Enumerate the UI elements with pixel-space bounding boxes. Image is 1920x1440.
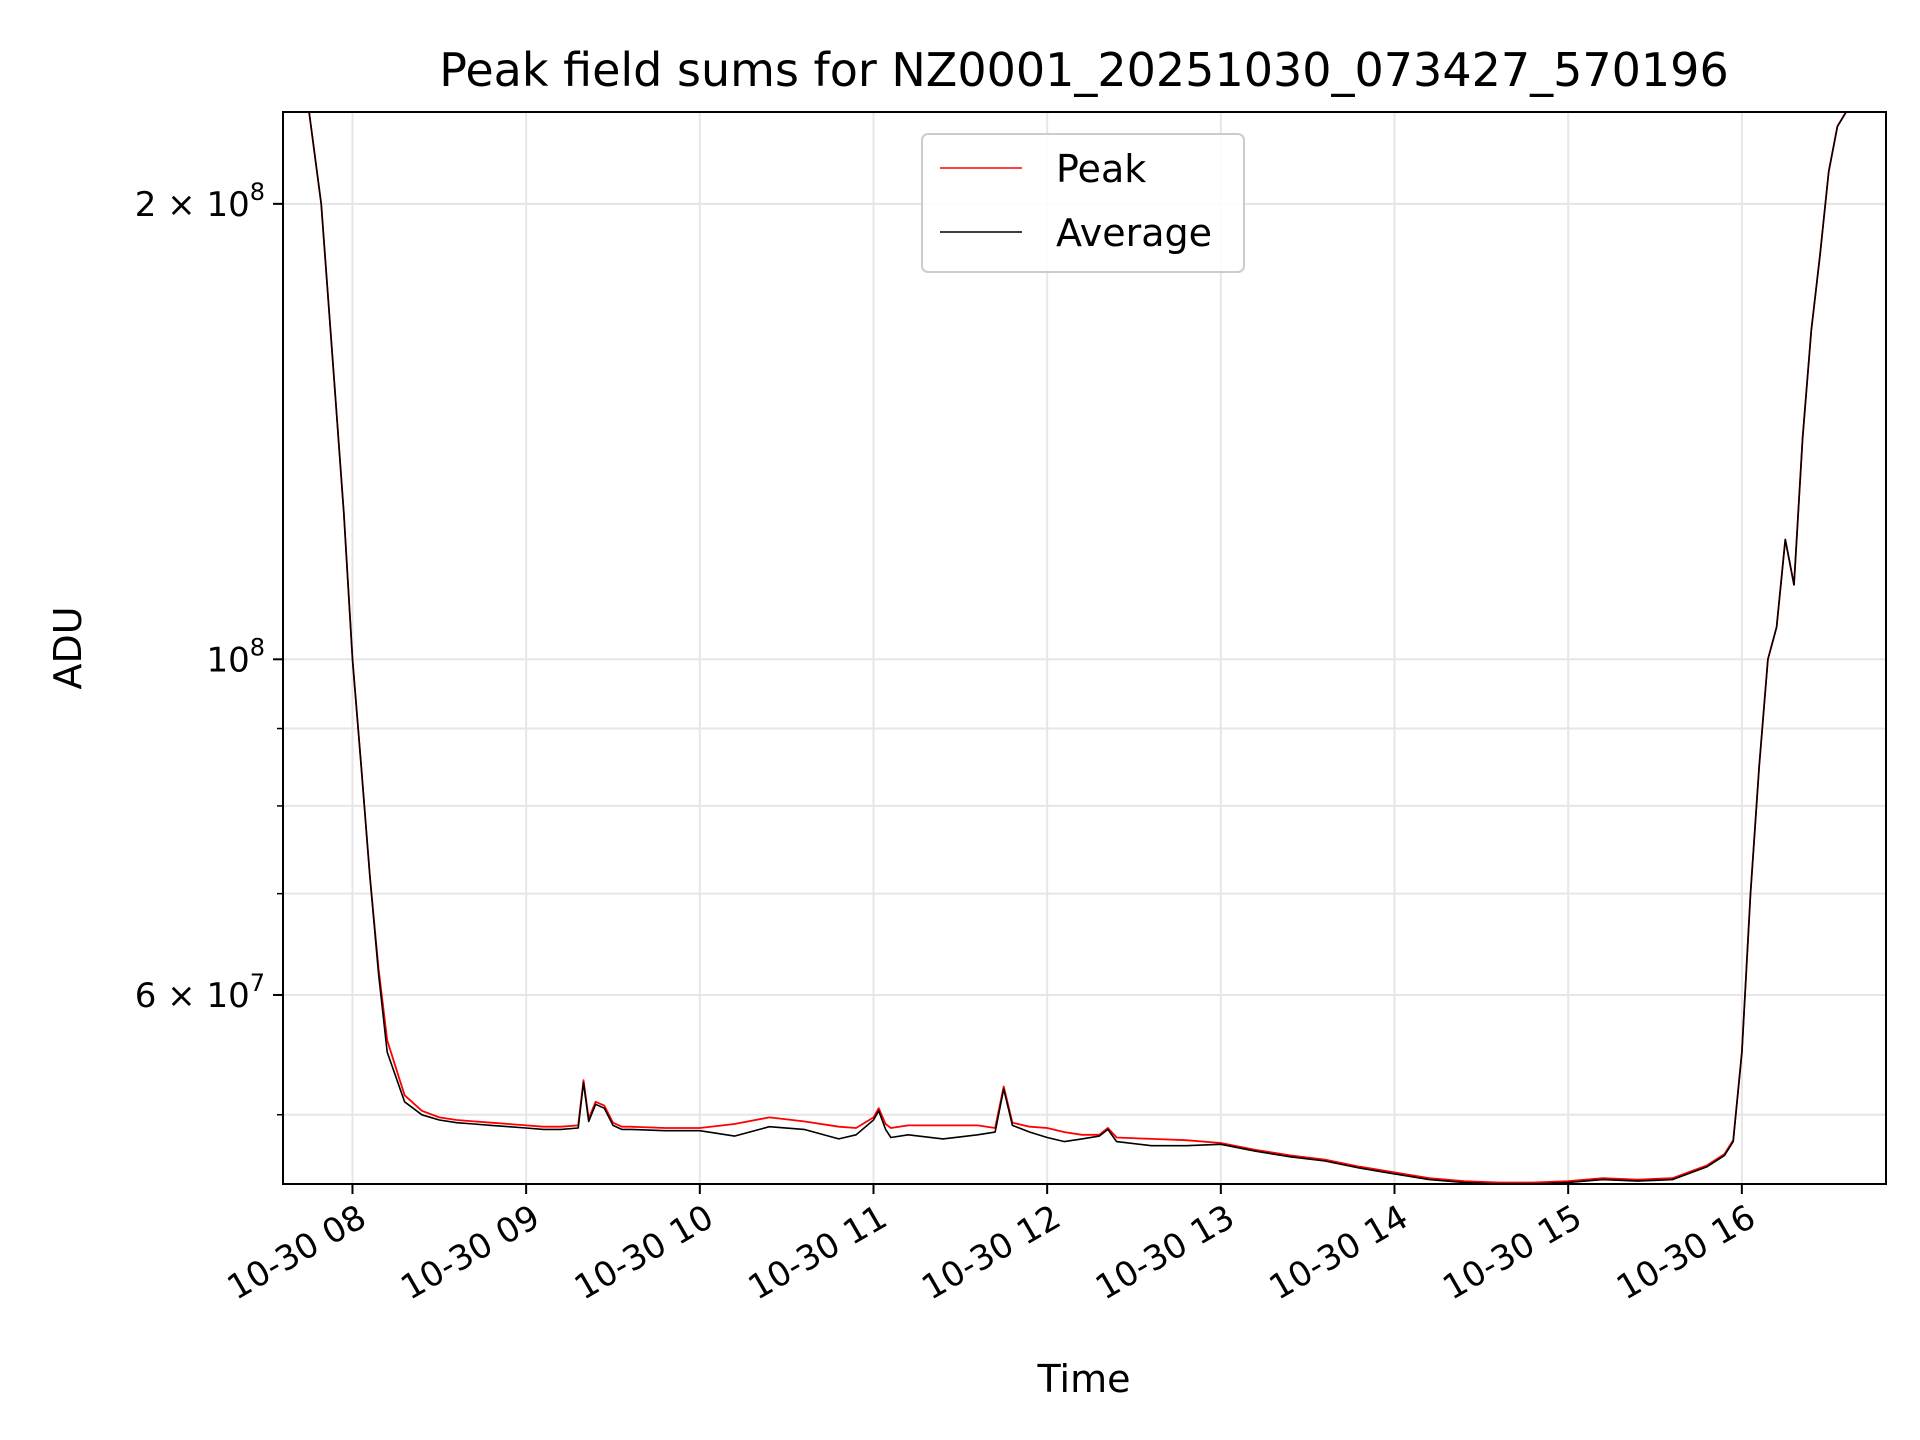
legend-label-peak: Peak (1056, 147, 1146, 191)
y-tick-label: 2 × 108 (135, 178, 265, 225)
x-axis-label: Time (1037, 1357, 1131, 1401)
y-axis-label: ADU (46, 606, 90, 689)
chart-title: Peak field sums for NZ0001_20251030_0734… (439, 43, 1728, 97)
legend-label-average: Average (1056, 211, 1212, 255)
plot-frame (282, 111, 1887, 1185)
y-tick-label: 6 × 107 (135, 969, 265, 1016)
series-line-average (283, 111, 1886, 1185)
legend: Peak Average (921, 133, 1245, 273)
y-axis-ticks: 6 × 107 108 2 × 108 (135, 178, 283, 1116)
series-layer (283, 111, 1886, 1185)
y-tick-label: 108 (206, 633, 265, 680)
